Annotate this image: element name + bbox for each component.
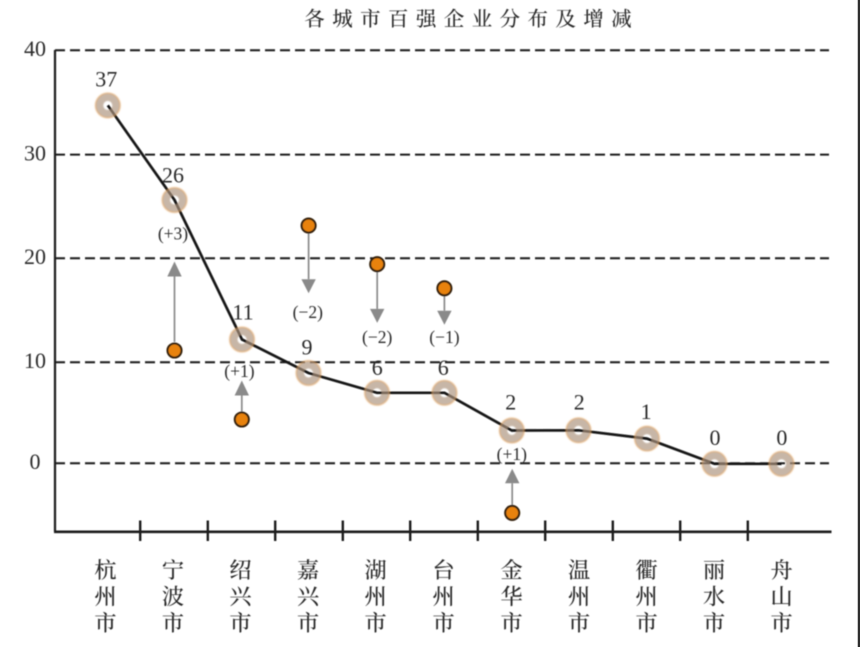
svg-text:0: 0 (30, 449, 41, 474)
svg-text:37: 37 (95, 67, 117, 92)
svg-text:0: 0 (776, 425, 787, 450)
svg-text:20: 20 (24, 244, 46, 269)
svg-text:6: 6 (372, 355, 383, 380)
svg-text:1: 1 (641, 399, 652, 424)
svg-text:(+1): (+1) (224, 361, 254, 381)
svg-text:0: 0 (710, 425, 721, 450)
svg-text:(+3): (+3) (158, 223, 188, 243)
svg-text:2: 2 (574, 390, 585, 415)
svg-text:9: 9 (302, 335, 313, 360)
svg-text:(+1): (+1) (497, 444, 527, 464)
svg-text:6: 6 (438, 355, 449, 380)
svg-text:(−2): (−2) (293, 302, 323, 322)
svg-text:(−1): (−1) (429, 327, 459, 347)
svg-text:30: 30 (24, 140, 46, 165)
svg-text:10: 10 (24, 348, 46, 373)
svg-text:40: 40 (24, 36, 46, 61)
svg-text:(−2): (−2) (362, 327, 392, 347)
svg-text:26: 26 (162, 163, 184, 188)
svg-text:2: 2 (505, 390, 516, 415)
svg-text:11: 11 (232, 300, 253, 325)
